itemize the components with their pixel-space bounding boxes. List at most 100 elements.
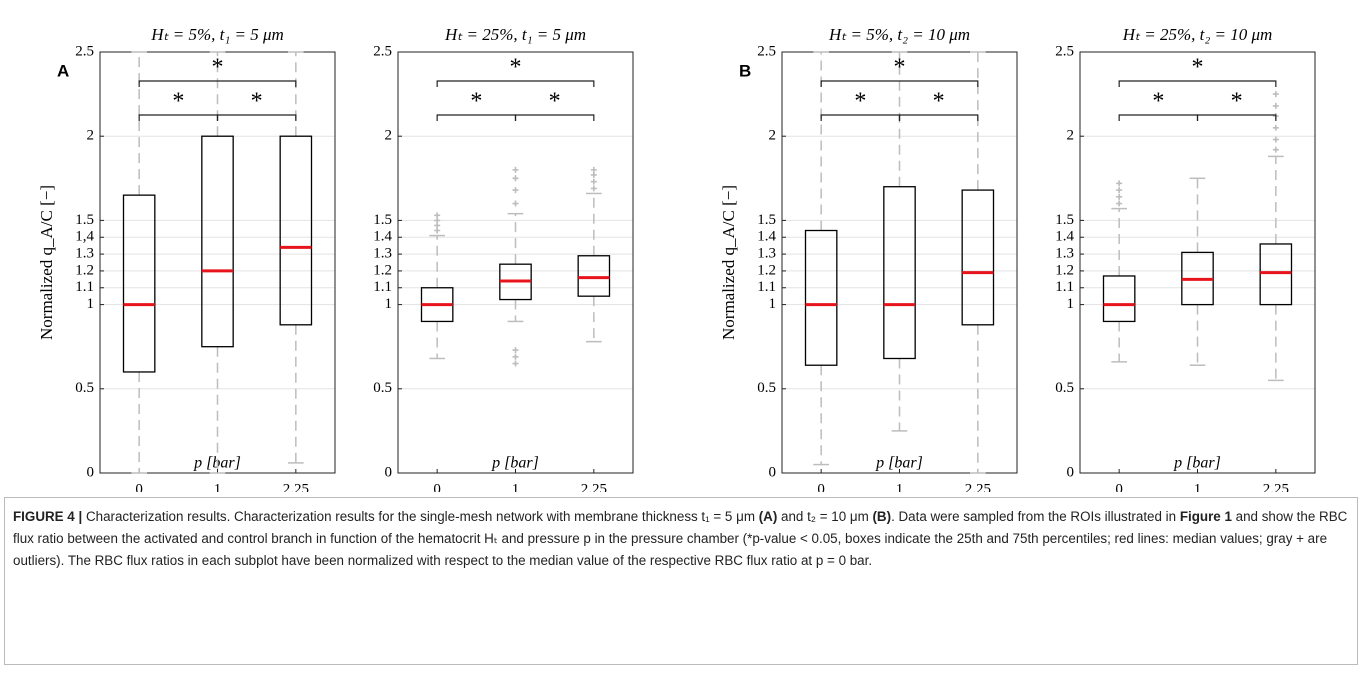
y-tick-label: 2.5 — [75, 43, 94, 59]
significance-bracket — [138, 114, 219, 121]
significance-bracket — [820, 80, 979, 87]
box — [201, 135, 234, 348]
y-tick-label: 2 — [1067, 128, 1075, 144]
significance-bracket — [514, 114, 595, 121]
outlier — [1116, 193, 1123, 200]
significance-star: * — [1152, 89, 1164, 115]
outlier — [590, 166, 597, 173]
y-tick-label: 1.5 — [1055, 212, 1074, 228]
significance-star: * — [212, 55, 224, 81]
figure: 00.511.11.21.31,41.522.5Hₜ = 5%, t₁ = 5 … — [37, 25, 1316, 492]
significance-star: * — [172, 89, 184, 115]
outlier — [1272, 136, 1279, 143]
y-tick-label: 1.2 — [757, 262, 776, 278]
y-tick-label: 0.5 — [757, 380, 776, 396]
caption-text: Characterization results. Characterizati… — [85, 509, 759, 524]
panel-label: B — [739, 61, 751, 80]
x-tick-label: 2.25 — [965, 481, 991, 492]
outlier — [512, 200, 519, 207]
significance-star: * — [1192, 55, 1204, 81]
y-tick-label: 0 — [1067, 464, 1075, 480]
y-axis-label: Normalized q_A/C [−] — [719, 185, 738, 340]
significance-bracket — [820, 114, 901, 121]
y-tick-label: 1,4 — [75, 229, 94, 245]
y-tick-label: 1.1 — [757, 279, 776, 295]
significance-star: * — [894, 55, 906, 81]
panel-label: A — [57, 61, 69, 80]
y-tick-label: 0.5 — [373, 380, 392, 396]
y-tick-label: 1 — [87, 296, 95, 312]
box — [961, 189, 995, 326]
outlier — [512, 347, 519, 354]
caption-text: (B) — [872, 509, 892, 524]
y-tick-label: 1.4 — [757, 229, 776, 245]
y-tick-label: 1.4 — [1055, 229, 1074, 245]
caption: FIGURE 4 | Characterization results. Cha… — [4, 497, 1358, 665]
y-tick-label: 2 — [385, 128, 393, 144]
x-tick-label: 0 — [433, 481, 441, 492]
outlier — [434, 217, 441, 224]
y-tick-label: 0 — [87, 464, 95, 480]
y-tick-label: 1.3 — [1055, 246, 1074, 262]
y-tick-label: 1.3 — [373, 246, 392, 262]
x-tick-label: 0 — [817, 481, 825, 492]
x-axis-label: p [bar] — [1173, 455, 1221, 472]
y-tick-label: 1.1 — [1055, 279, 1074, 295]
significance-bracket — [1196, 114, 1277, 121]
y-tick-label: 1.1 — [75, 279, 94, 295]
outlier — [512, 360, 519, 367]
outlier — [1116, 200, 1123, 207]
outlier — [1272, 124, 1279, 131]
outlier — [512, 166, 519, 173]
x-tick-label: 2.25 — [1263, 481, 1289, 492]
x-tick-label: 2.25 — [581, 481, 607, 492]
y-tick-label: 1 — [1067, 296, 1075, 312]
y-tick-label: 1.3 — [75, 246, 94, 262]
outlier — [590, 178, 597, 185]
outlier — [1272, 91, 1279, 98]
y-tick-label: 1.5 — [757, 212, 776, 228]
y-tick-label: 1.5 — [75, 212, 94, 228]
outlier — [590, 171, 597, 178]
y-tick-label: 2 — [87, 128, 95, 144]
box — [1259, 243, 1293, 306]
significance-star: * — [549, 89, 561, 115]
x-tick-label: 1 — [512, 481, 520, 492]
significance-bracket — [436, 114, 517, 121]
y-tick-label: 0 — [769, 464, 777, 480]
caption-text: Figure 1 — [1179, 509, 1232, 524]
box — [804, 229, 838, 366]
y-tick-label: 1.3 — [757, 246, 776, 262]
y-tick-label: 2.5 — [757, 43, 776, 59]
significance-bracket — [436, 80, 595, 87]
significance-star: * — [251, 89, 263, 115]
panel-title: Hₜ = 25%, t₁ = 5 μm — [444, 25, 586, 44]
box — [1102, 275, 1136, 323]
outlier — [1272, 102, 1279, 109]
panel-title: Hₜ = 5%, t₂ = 10 μm — [828, 25, 970, 44]
outlier — [590, 185, 597, 192]
y-tick-label: 1 — [385, 296, 393, 312]
y-tick-label: 2.5 — [1055, 43, 1074, 59]
x-axis-label: p [bar] — [875, 455, 923, 472]
outlier — [1116, 187, 1123, 194]
outlier — [1272, 146, 1279, 153]
box — [279, 135, 313, 326]
box — [577, 255, 611, 297]
x-tick-label: 0 — [1115, 481, 1123, 492]
x-axis-label: p [bar] — [491, 455, 539, 472]
y-tick-label: 1.1 — [373, 279, 392, 295]
caption-text: FIGURE 4 | — [13, 509, 86, 524]
panel-title: Hₜ = 5%, t₁ = 5 μm — [150, 25, 284, 44]
y-tick-label: 2 — [769, 128, 777, 144]
panel-title: Hₜ = 25%, t₂ = 10 μm — [1122, 25, 1273, 44]
y-tick-label: 2.5 — [373, 43, 392, 59]
outlier — [434, 212, 441, 219]
significance-star: * — [470, 89, 482, 115]
y-tick-label: 0 — [385, 464, 393, 480]
caption-text: and show the RBC flux ratio between the … — [13, 509, 1348, 568]
x-tick-label: 1 — [896, 481, 904, 492]
significance-star: * — [933, 89, 945, 115]
outlier — [512, 175, 519, 182]
caption-text: (A) — [758, 509, 778, 524]
